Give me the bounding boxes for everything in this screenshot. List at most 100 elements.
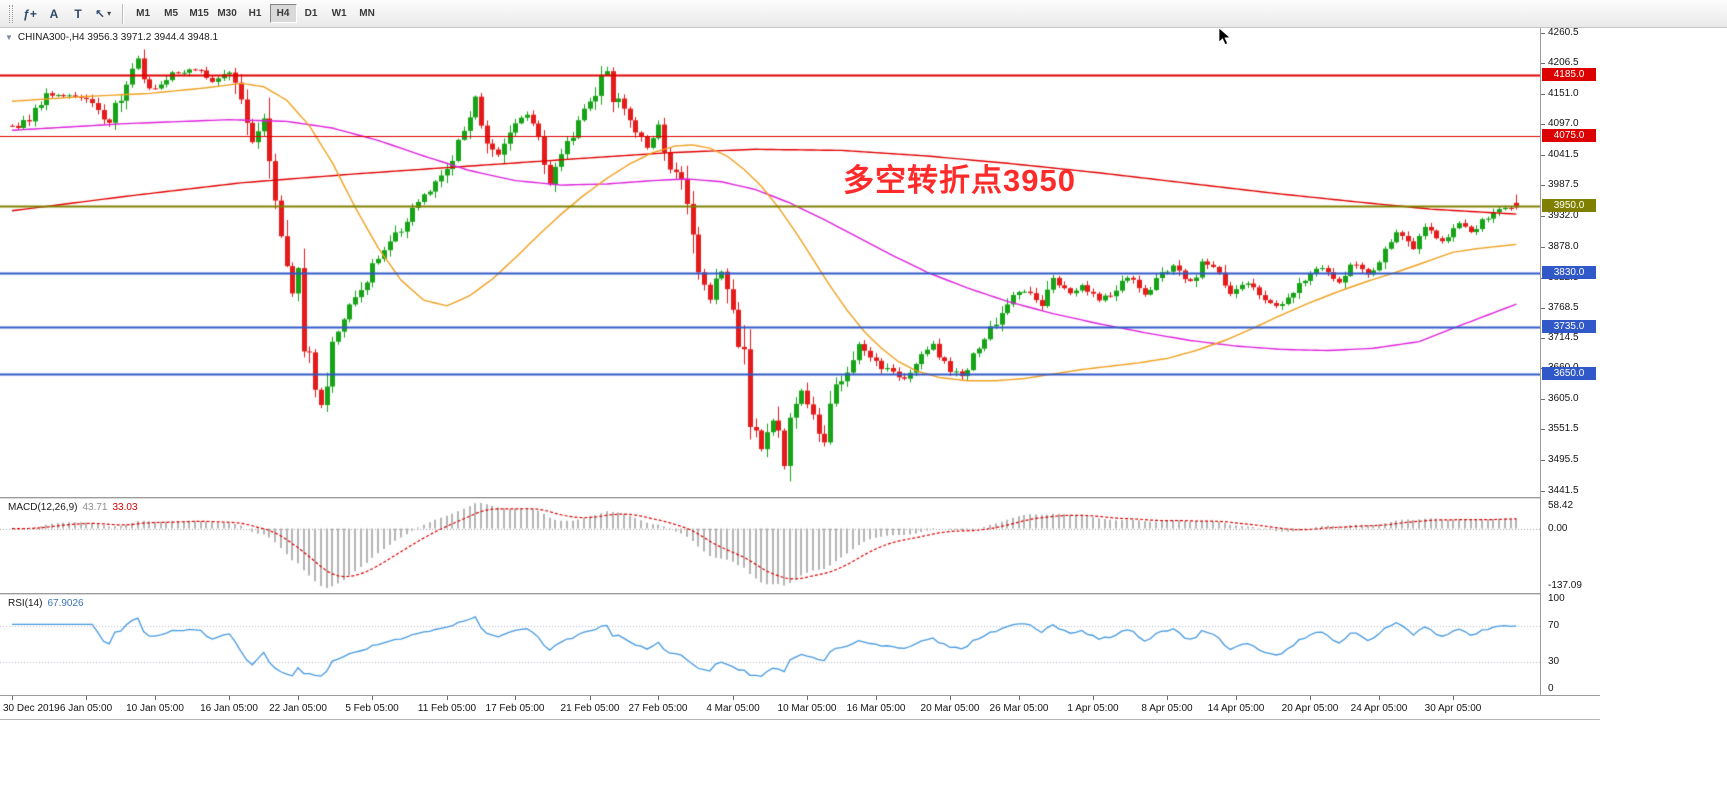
time-axis-label: 26 Mar 05:00	[989, 703, 1049, 714]
macd-scale-label: 0.00	[1548, 522, 1568, 534]
time-tick-mark	[155, 696, 156, 700]
time-axis-label: 30 Dec 2019	[3, 703, 60, 714]
price-tick-mark	[1541, 32, 1545, 34]
one-click-trading-arrow-icon[interactable]: ▼	[5, 33, 13, 42]
time-tick-mark	[298, 696, 299, 700]
time-tick-mark	[229, 696, 230, 700]
time-tick-mark	[1167, 696, 1168, 700]
timeframe-button-m1[interactable]: M1	[136, 8, 151, 19]
price-tick-mark	[1541, 429, 1545, 431]
price-tick-mark	[1541, 399, 1545, 401]
candlestick-chart-canvas[interactable]	[0, 28, 1540, 497]
price-tick-label: 4151.0	[1548, 87, 1579, 99]
macd-indicator-canvas[interactable]	[0, 499, 1540, 593]
cursor-tool-button[interactable]: ↖ ▾	[95, 6, 112, 21]
macd-value-main: 43.71	[82, 502, 108, 513]
time-axis-label: 20 Apr 05:00	[1281, 703, 1339, 714]
time-tick-mark	[372, 696, 373, 700]
price-tick-mark	[1541, 490, 1545, 492]
time-axis-label: 14 Apr 05:00	[1207, 703, 1265, 714]
timeframe-button-h1[interactable]: H1	[248, 8, 262, 19]
time-tick-mark	[1453, 696, 1454, 700]
timeframe-button-d1[interactable]: D1	[304, 8, 318, 19]
time-tick-mark	[1236, 696, 1237, 700]
time-axis-label: 11 Feb 05:00	[417, 703, 477, 714]
time-tick-mark	[950, 696, 951, 700]
price-tick-mark	[1541, 185, 1545, 187]
time-axis-label: 6 Jan 05:00	[59, 703, 113, 714]
price-tick-label: 3605.0	[1548, 393, 1579, 405]
time-tick-mark	[1019, 696, 1020, 700]
price-tick-label: 3878.0	[1548, 240, 1579, 252]
chart-title-row: ▼ CHINA300-,H4 3956.3 3971.2 3944.4 3948…	[5, 32, 218, 43]
toolbar-grip[interactable]	[9, 4, 13, 23]
time-tick-mark	[1379, 696, 1380, 700]
price-tick-mark	[1541, 246, 1545, 248]
timeframe-button-m30[interactable]: M30	[217, 8, 237, 19]
timeframe-button-m5[interactable]: M5	[164, 8, 179, 19]
text-label-tool-button[interactable]: T	[74, 6, 82, 21]
time-tick-mark	[515, 696, 516, 700]
timeframe-button-mn[interactable]: MN	[359, 8, 375, 19]
time-tick-mark	[86, 696, 87, 700]
time-tick-mark	[1310, 696, 1311, 700]
toolbar-separator	[122, 3, 124, 24]
price-tick-label: 4097.0	[1548, 118, 1579, 130]
time-tick-mark	[447, 696, 448, 700]
time-axis-label: 22 Jan 05:00	[269, 703, 327, 714]
rsi-label: RSI(14) 67.9026	[8, 598, 84, 609]
chevron-down-icon: ▾	[107, 9, 112, 18]
font-tool-button[interactable]: A	[49, 6, 59, 21]
price-line-tag: 3650.0	[1542, 367, 1596, 381]
time-tick-mark	[807, 696, 808, 700]
chart-window: ▼ CHINA300-,H4 3956.3 3971.2 3944.4 3948…	[0, 27, 1600, 720]
time-axis-label: 30 Apr 05:00	[1424, 703, 1482, 714]
macd-scale-label: 58.42	[1548, 500, 1574, 511]
toolbar: ƒ+ A T ↖ ▾ M1 M5 M15 M30 H1 H4 D1 W1 MN	[0, 0, 1727, 28]
timeframe-button-h4[interactable]: H4	[269, 4, 297, 23]
mouse-cursor-icon	[1218, 28, 1231, 46]
rsi-scale-label: 70	[1548, 620, 1560, 631]
macd-name: MACD(12,26,9)	[8, 502, 78, 513]
price-line-tag: 3830.0	[1542, 266, 1596, 280]
time-axis-label: 17 Feb 05:00	[485, 703, 545, 714]
timeframe-button-m15[interactable]: M15	[189, 8, 209, 19]
price-tick-mark	[1541, 216, 1545, 218]
price-tick-mark	[1541, 93, 1545, 95]
macd-value-signal: 33.03	[112, 502, 138, 513]
time-tick-mark	[1093, 696, 1094, 700]
chart-title: CHINA300-,H4 3956.3 3971.2 3944.4 3948.1	[17, 32, 219, 43]
price-tick-label: 3932.0	[1548, 210, 1579, 222]
time-axis-label: 1 Apr 05:00	[1067, 703, 1119, 714]
time-axis-label: 16 Mar 05:00	[846, 703, 906, 714]
time-tick-mark	[12, 696, 13, 700]
price-tick-label: 3495.5	[1548, 454, 1579, 466]
time-axis-label: 4 Mar 05:00	[706, 703, 760, 714]
price-tick-mark	[1541, 307, 1545, 309]
price-tick-label: 3987.5	[1548, 179, 1579, 191]
price-tick-label: 4206.5	[1548, 56, 1579, 68]
price-tick-mark	[1541, 62, 1545, 64]
rsi-indicator-canvas[interactable]	[0, 595, 1540, 695]
timeframe-button-w1[interactable]: W1	[331, 8, 347, 19]
time-axis-label: 8 Apr 05:00	[1141, 703, 1193, 714]
price-scale[interactable]: 4260.5 4206.5 4151.0 4097.0 4041.5 3987.5 3932…	[1540, 27, 1600, 695]
price-line-tag: 3950.0	[1542, 199, 1596, 213]
price-line-tag: 4185.0	[1542, 67, 1596, 81]
price-tick-mark	[1541, 460, 1545, 462]
time-axis-label: 27 Feb 05:00	[628, 703, 688, 714]
time-tick-mark	[590, 696, 591, 700]
time-axis-label: 5 Feb 05:00	[345, 703, 399, 714]
panel-separator[interactable]	[0, 593, 1600, 595]
price-tick-label: 3441.5	[1548, 484, 1579, 496]
panel-separator[interactable]	[0, 497, 1600, 499]
time-axis-label: 21 Feb 05:00	[560, 703, 620, 714]
time-axis[interactable]: 30 Dec 2019 6 Jan 05:00 10 Jan 05:00 16 Jan…	[0, 695, 1600, 719]
rsi-scale-label: 100	[1548, 593, 1565, 604]
indicators-button[interactable]: ƒ+	[23, 6, 37, 21]
tools-group: ƒ+ A T ↖ ▾	[18, 4, 116, 24]
rsi-value: 67.9026	[47, 598, 84, 609]
time-tick-mark	[658, 696, 659, 700]
time-axis-label: 24 Apr 05:00	[1350, 703, 1408, 714]
macd-scale-label: -137.09	[1548, 580, 1582, 591]
